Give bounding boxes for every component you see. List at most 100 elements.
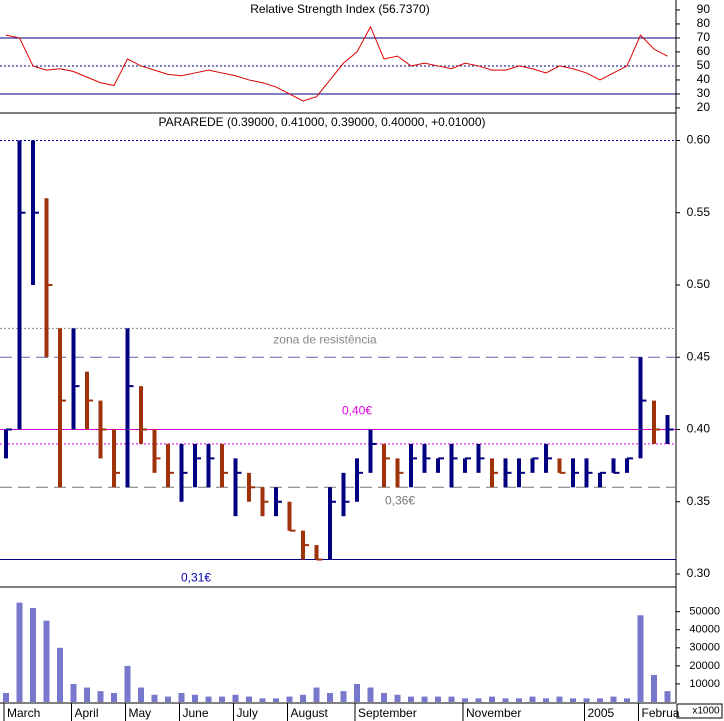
volume-bar — [556, 696, 563, 702]
volume-bar — [489, 696, 495, 702]
x-tick-label: August — [291, 706, 329, 720]
reference-label: 0,31€ — [181, 571, 211, 585]
volume-bar — [124, 665, 131, 702]
x-tick-label: July — [237, 706, 258, 720]
price-bar — [166, 443, 170, 488]
y-tick-label: 40000 — [689, 624, 720, 636]
price-bar — [409, 443, 413, 488]
y-tick-label: 30000 — [689, 642, 720, 654]
volume-bar — [232, 694, 239, 702]
price-bar — [530, 458, 535, 473]
volume-bar — [583, 698, 590, 702]
volume-bar — [57, 647, 63, 702]
y-tick-label: 40 — [697, 72, 711, 86]
y-tick-label: 0.50 — [687, 277, 711, 291]
price-bar — [368, 429, 373, 473]
price-bar — [341, 472, 346, 517]
rsi-line — [5, 25, 668, 102]
price-bar — [328, 487, 332, 560]
price-bar — [463, 458, 467, 473]
reference-label: 0,36€ — [385, 493, 415, 507]
y-tick-label: 70 — [697, 30, 711, 44]
volume-bar — [610, 696, 617, 702]
unit-box — [676, 703, 723, 719]
volume-bar — [664, 691, 671, 702]
price-title: PARAREDE (0.39000, 0.41000, 0.39000, 0.4… — [158, 115, 485, 129]
volume-bar — [300, 694, 306, 702]
volume-bar — [340, 691, 347, 702]
volume-bar — [367, 687, 374, 702]
y-tick-label: 0.55 — [687, 205, 711, 219]
volume-bar — [3, 692, 9, 702]
price-bar — [71, 328, 76, 430]
volume-bar — [165, 696, 171, 702]
y-tick-label: 30 — [697, 86, 711, 100]
volume-bar — [84, 687, 90, 702]
volume-bar — [286, 696, 293, 702]
x-tick-label: March — [7, 706, 40, 720]
volume-bar — [637, 615, 644, 702]
price-bar — [44, 198, 49, 358]
volume-bar — [273, 698, 279, 702]
volume-bar — [205, 696, 212, 702]
price-bar — [233, 458, 238, 517]
price-bar — [557, 458, 562, 473]
price-bar — [449, 443, 454, 488]
volume-unit: x1000 — [692, 706, 720, 717]
y-tick-label: 60 — [697, 44, 711, 58]
volume-bar — [408, 696, 414, 702]
x-tick-label: 2005 — [588, 706, 615, 720]
price-bar — [611, 458, 616, 473]
y-tick-label: 0.60 — [687, 133, 711, 147]
price-bar — [4, 429, 8, 459]
volume-bar — [529, 696, 536, 702]
volume-bar — [97, 691, 104, 702]
volume-bar — [111, 692, 117, 702]
reference-label: zona de resistência — [273, 332, 377, 346]
volume-bar — [543, 698, 549, 702]
y-tick-label: 80 — [697, 16, 711, 30]
price-bar — [58, 328, 62, 488]
rsi-title: Relative Strength Index (56.7370) — [250, 2, 429, 16]
price-bar — [193, 443, 197, 488]
volume-bar — [246, 696, 252, 702]
volume-bar — [327, 692, 333, 702]
volume-bar — [381, 692, 387, 702]
y-tick-label: 50000 — [689, 606, 720, 618]
price-bar — [17, 140, 22, 430]
y-tick-label: 0.30 — [687, 566, 711, 580]
volume-bar — [570, 698, 576, 702]
y-tick-label: 20000 — [689, 660, 720, 672]
volume-bar — [421, 696, 428, 702]
price-bar — [152, 429, 157, 473]
y-tick-label: 0.40 — [687, 422, 711, 436]
price-bar — [220, 443, 224, 488]
volume-bar — [151, 694, 158, 702]
volume-bar — [651, 674, 657, 702]
x-tick-label: November — [466, 706, 521, 720]
volume-bar — [313, 687, 320, 702]
price-bar — [625, 458, 629, 473]
price-bar — [436, 458, 440, 473]
x-tick-label: September — [358, 706, 417, 720]
volume-bar — [448, 696, 455, 702]
volume-bar — [516, 698, 522, 702]
x-tick-label: April — [75, 706, 99, 720]
price-bar — [139, 386, 143, 444]
price-bar — [314, 545, 319, 560]
x-tick-label: Februa — [642, 706, 680, 720]
volume-bar — [394, 694, 401, 702]
volume-bar — [462, 698, 468, 702]
volume-bar — [16, 602, 23, 702]
volume-bar — [502, 698, 509, 702]
y-tick-label: 10000 — [689, 678, 720, 690]
price-bar — [206, 443, 211, 488]
volume-bar — [475, 698, 482, 702]
price-bar — [125, 328, 130, 488]
price-bar — [598, 472, 602, 488]
volume-bar — [624, 698, 630, 702]
price-bar — [382, 443, 386, 488]
price-bar — [355, 458, 359, 502]
y-tick-label: 0.45 — [687, 349, 711, 363]
